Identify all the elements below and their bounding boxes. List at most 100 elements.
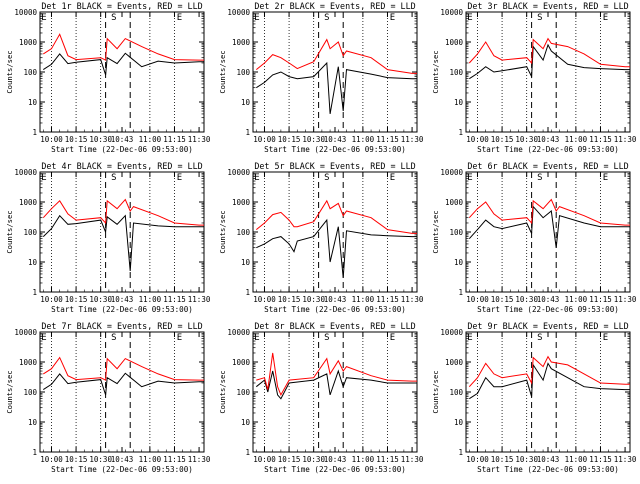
series-line-lld [255,38,417,74]
y-tick-label: 10000 [14,168,37,177]
x-tick-label: 10:00 [40,455,63,464]
y-axis-label: Counts/sec [5,50,14,93]
flag-marker: E [254,333,259,343]
x-axis-label: Start Time (22-Dec-06 09:53:00) [477,305,619,314]
flag-marker: E [467,333,472,343]
chart-title: Det 1r BLACK = Events, RED = LLD [41,1,202,11]
y-tick-label: 1000 [232,358,251,367]
y-tick-label: 1000 [19,38,38,47]
x-tick-label: 11:30 [188,135,211,144]
flag-marker: E [177,333,182,343]
x-axis-label: Start Time (22-Dec-06 09:53:00) [51,145,193,154]
x-axis-label: Start Time (22-Dec-06 09:53:00) [477,465,619,474]
y-tick-label: 10000 [440,8,463,17]
chart-panel-7: Det 7r BLACK = Events, RED = LLD 1 10 100 10… [5,321,211,474]
x-axis-label: Start Time (22-Dec-06 09:53:00) [477,145,619,154]
y-tick-label: 1000 [19,358,38,367]
y-axis-label: Counts/sec [218,50,227,93]
y-tick-label: 10 [241,418,251,427]
y-axis-label: Counts/sec [431,210,440,253]
flag-marker: S [111,173,116,183]
y-tick-label: 1000 [232,198,251,207]
x-tick-label: 10:43 [324,135,347,144]
flag-marker: E [177,173,182,183]
x-tick-label: 11:00 [565,455,588,464]
x-tick-label: 11:15 [163,135,186,144]
chart-title: Det 7r BLACK = Events, RED = LLD [41,321,202,331]
series-line-events [469,43,630,80]
y-tick-label: 10 [241,98,251,107]
x-tick-label: 10:30 [89,455,112,464]
series-line-events [42,214,204,272]
plot-frame [39,331,205,453]
x-tick-label: 10:30 [302,455,325,464]
series-line-events [256,218,417,278]
flag-marker: S [111,333,116,343]
x-tick-label: 10:00 [253,455,276,464]
x-tick-label: 11:00 [352,295,375,304]
y-tick-label: 1 [245,448,250,457]
y-tick-label: 10 [28,418,38,427]
flag-marker: E [603,173,608,183]
y-axis-label: Counts/sec [431,50,440,93]
x-tick-label: 11:00 [352,455,375,464]
x-tick-label: 10:15 [491,455,514,464]
chart-title: Det 2r BLACK = Events, RED = LLD [254,1,415,11]
flag-marker: E [467,173,472,183]
y-tick-label: 100 [449,228,463,237]
flag-marker: E [390,13,395,23]
x-tick-label: 11:15 [376,455,399,464]
y-tick-label: 100 [23,388,37,397]
x-tick-label: 11:15 [589,135,612,144]
y-tick-label: 10000 [227,328,250,337]
y-tick-label: 1 [245,128,250,137]
x-tick-label: 10:43 [537,135,560,144]
y-axis-label: Counts/sec [218,210,227,253]
x-tick-label: 10:00 [253,135,276,144]
x-tick-label: 10:30 [89,135,112,144]
x-tick-label: 10:43 [111,135,134,144]
x-tick-label: 10:30 [302,135,325,144]
x-tick-label: 11:30 [401,135,424,144]
x-tick-label: 10:00 [253,295,276,304]
series-line-events [468,205,630,248]
y-tick-label: 100 [236,228,250,237]
flag-marker: E [254,173,259,183]
series-line-events [43,52,204,76]
y-tick-label: 10 [454,258,464,267]
x-tick-label: 11:30 [401,455,424,464]
flag-marker: E [41,173,46,183]
y-tick-label: 1 [458,288,463,297]
x-tick-label: 10:30 [89,295,112,304]
y-tick-label: 1 [32,448,37,457]
series-line-lld [43,356,204,381]
series-line-lld [468,355,630,388]
series-line-events [255,369,417,400]
x-tick-label: 11:30 [614,135,637,144]
x-tick-label: 10:15 [65,455,88,464]
x-tick-label: 10:43 [537,455,560,464]
y-tick-label: 100 [236,388,250,397]
x-tick-label: 10:43 [324,295,347,304]
chart-panel-9: Det 9r BLACK = Events, RED = LLD 1 10 100 10… [431,321,637,474]
plot-frame [465,11,631,133]
x-tick-label: 10:00 [466,135,489,144]
y-tick-label: 1000 [445,38,464,47]
x-tick-label: 10:30 [515,295,538,304]
x-tick-label: 11:00 [565,135,588,144]
x-tick-label: 10:43 [324,455,347,464]
flag-marker: S [537,173,542,183]
chart-panel-3: Det 3r BLACK = Events, RED = LLD 1 10 100 10… [431,1,637,154]
chart-panel-8: Det 8r BLACK = Events, RED = LLD 1 10 100 10… [218,321,424,474]
x-tick-label: 11:30 [614,455,637,464]
x-tick-label: 10:30 [302,295,325,304]
y-tick-label: 10000 [227,168,250,177]
y-tick-label: 1 [458,128,463,137]
y-tick-label: 1 [458,448,463,457]
flag-marker: S [537,13,542,23]
y-tick-label: 10000 [440,328,463,337]
y-tick-label: 100 [449,388,463,397]
chart-panel-4: Det 4r BLACK = Events, RED = LLD 1 10 100 10… [5,161,211,314]
chart-title: Det 3r BLACK = Events, RED = LLD [467,1,628,11]
x-tick-label: 10:15 [491,135,514,144]
